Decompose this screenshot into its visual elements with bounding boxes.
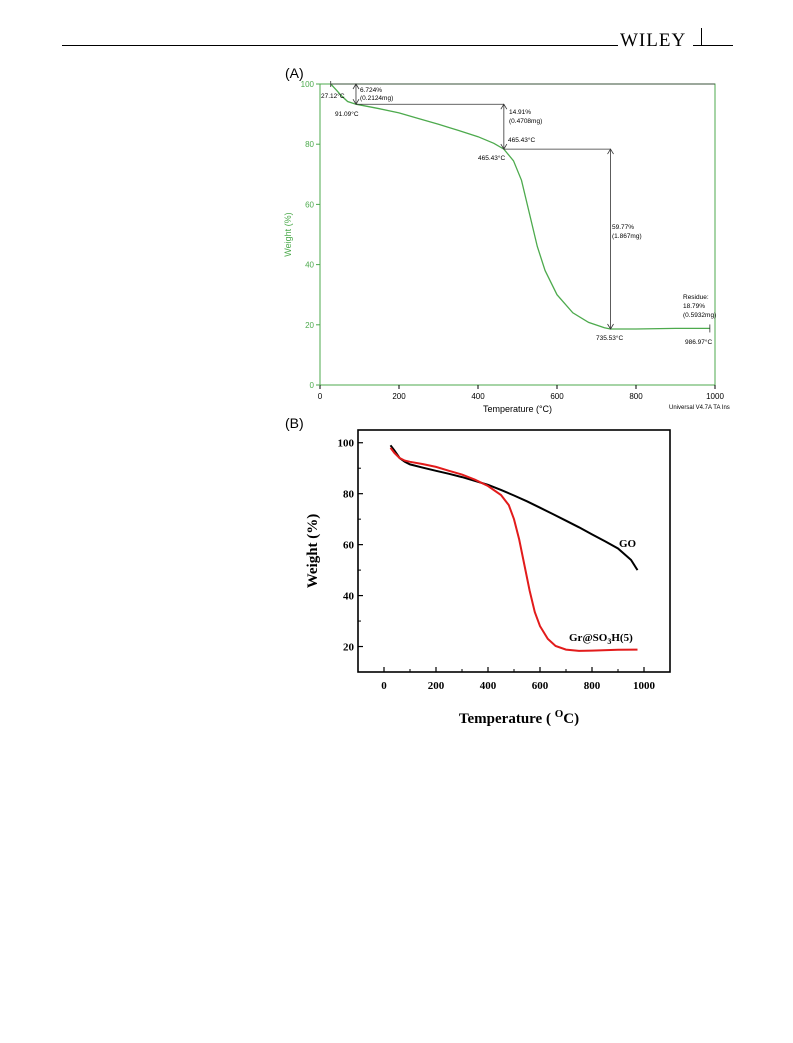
arrow-head-down <box>352 99 360 106</box>
x-tick-label-a: 400 <box>471 392 485 401</box>
annotation-label-a: 6.724% <box>360 87 382 94</box>
series-label-gr-so3h: Gr@SO3H(5) <box>569 632 633 646</box>
annotation-label-a: 91.09°C <box>335 110 359 118</box>
arrow-head-up <box>500 103 508 110</box>
x-tick-label-b: 800 <box>584 680 601 692</box>
panel-label-b: (B) <box>285 415 304 431</box>
annotation-label-a: 986.97°C <box>685 338 712 346</box>
panel-label-a: (A) <box>285 65 304 81</box>
y-tick-label-b: 80 <box>343 489 355 501</box>
y-tick-label-a: 100 <box>301 80 315 89</box>
x-tick-label-b: 1000 <box>633 680 656 692</box>
instrument-footer-a: Universal V4.7A TA Ins <box>669 405 730 411</box>
annotation-label-a: 465.43°C <box>508 136 535 144</box>
y-tick-label-a: 40 <box>305 261 314 270</box>
x-axis-label-a: Temperature (°C) <box>483 404 552 414</box>
x-tick-label-a: 600 <box>550 392 564 401</box>
annotation-label-a: (0.5932mg) <box>683 312 716 319</box>
y-tick-label-a: 60 <box>305 200 314 209</box>
x-tick-label-b: 200 <box>428 680 445 692</box>
annotation-label-a: 735.53°C <box>596 334 623 342</box>
annotation-label-a: Residue: <box>683 294 709 301</box>
y-tick-label-b: 100 <box>338 438 355 450</box>
arrow-head-up <box>607 148 614 155</box>
x-axis-label-b: Temperature ( OC) <box>459 708 579 727</box>
arrow-head-down <box>500 143 508 150</box>
y-axis-label-a: Weight (%) <box>283 212 293 256</box>
y-tick-label-a: 20 <box>305 321 314 330</box>
y-tick-label-b: 40 <box>343 591 355 603</box>
plot-frame-a <box>319 83 716 386</box>
annotation-label-a: 14.91% <box>509 109 531 116</box>
x-tick-label-a: 0 <box>318 392 323 401</box>
go-curve <box>389 444 639 571</box>
annotation-label-a: (1.867mg) <box>612 233 642 240</box>
x-tick-label-b: 0 <box>381 680 387 692</box>
y-tick-label-b: 20 <box>343 642 355 654</box>
x-tick-label-a: 1000 <box>706 392 724 401</box>
x-tick-label-a: 200 <box>392 392 406 401</box>
header-rule-right <box>693 45 733 46</box>
arrow-head-down <box>607 323 614 330</box>
arrow-head-up <box>352 83 360 90</box>
header-rule <box>62 45 618 46</box>
y-tick-label-a: 80 <box>305 140 314 149</box>
y-tick-label-a: 0 <box>310 381 315 390</box>
tga-curve-a <box>330 83 710 330</box>
x-tick-label-a: 800 <box>629 392 643 401</box>
annotation-label-a: (0.4708mg) <box>509 118 542 125</box>
x-tick-label-b: 400 <box>480 680 497 692</box>
annotation-label-a: 59.77% <box>612 224 634 231</box>
header-tick <box>701 28 702 45</box>
gr-so3h-curve <box>389 447 638 652</box>
series-label-go: GO <box>619 538 637 550</box>
annotation-label-a: 27.12°C <box>321 92 345 100</box>
annotation-label-a: 465.43°C <box>478 154 505 162</box>
annotation-label-a: (0.2124mg) <box>360 95 393 102</box>
publisher-logo: WILEY <box>620 30 687 51</box>
y-axis-label-b: Weight (%) <box>305 514 321 589</box>
annotation-label-a: 18.79% <box>683 303 705 310</box>
x-tick-label-b: 600 <box>532 680 549 692</box>
y-tick-label-b: 60 <box>343 540 355 552</box>
